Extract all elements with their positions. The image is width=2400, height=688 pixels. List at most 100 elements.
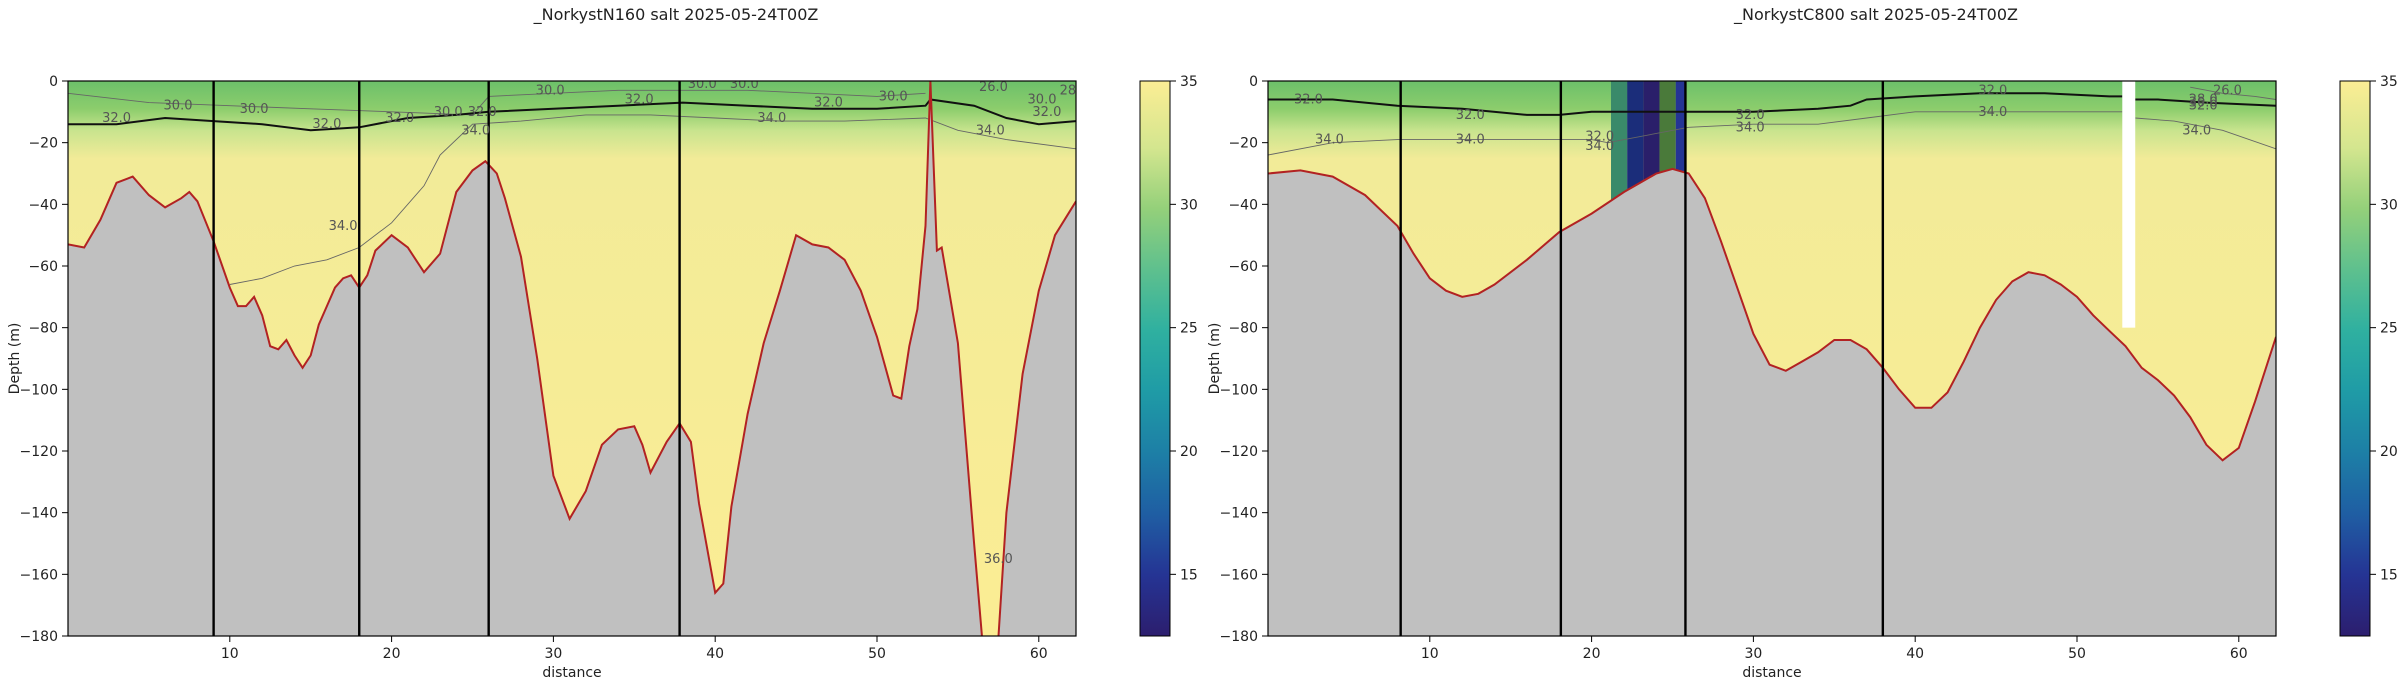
x-tick-label: 60 (1030, 646, 1048, 662)
y-tick-label: −120 (20, 444, 58, 460)
x-tick-label: 30 (544, 646, 562, 662)
y-tick-label: −80 (28, 321, 58, 337)
chart-title: _NorkystN160 salt 2025-05-24T00Z (533, 5, 819, 25)
chart-panel-1: 30.0 30.0 32.0 32.0 32.0 30.0 32.0 34.0 30.0 30.0… (7, 5, 1198, 681)
contour-label: 32.0 (2189, 99, 2218, 114)
colorbar-gradient (1139, 80, 1171, 637)
colorbar-tick-label: 35 (1180, 74, 1198, 90)
colorbar-tick-label: 30 (1180, 197, 1198, 213)
contour-label: 32.0 (468, 105, 497, 120)
contour-line-32 (2135, 98, 2276, 107)
contour-label: 32.0 (385, 111, 414, 126)
contour-line-34 (1268, 111, 2123, 156)
contour-label: 30.0 (879, 89, 908, 104)
y-axis-label: Depth (m) (1207, 323, 1223, 395)
contour-label: 34.0 (329, 219, 358, 234)
seafloor (68, 81, 1076, 636)
plot-area: 32.032.034.0 34.0 32.034.032.034.032.034.0… (1268, 81, 2276, 636)
x-tick-label: 20 (383, 646, 401, 662)
colorbar-tick-label: 35 (2380, 74, 2398, 90)
y-tick-label: −20 (28, 136, 58, 152)
contour-label: 32.0 (1978, 83, 2007, 98)
contour-line-30 (2190, 86, 2276, 100)
contour-label: 34.0 (1736, 120, 1765, 135)
plot-area: 30.0 30.0 32.0 32.0 32.0 30.0 32.0 34.0 30.0 30.0… (68, 77, 1077, 636)
y-tick-label: −60 (1228, 259, 1258, 275)
colorbar-gradient (2339, 80, 2371, 637)
y-tick-label: −100 (1220, 382, 1258, 398)
contour-label: 32.0 (1032, 105, 1061, 120)
y-tick-label: −40 (1228, 197, 1258, 213)
chart-panel-2: 32.032.034.0 34.0 32.034.032.034.032.034.0… (1207, 5, 2398, 681)
contour-label: 26.0 (979, 80, 1008, 95)
colorbar: 15 20 25 30 35 (1139, 74, 1198, 637)
y-tick-label: −140 (20, 506, 58, 522)
colorbar-tick-label: 15 (2380, 567, 2398, 583)
contour-label: 32.0 (102, 111, 131, 126)
x-tick-label: 20 (1583, 646, 1601, 662)
contour-label: 34.0 (1456, 133, 1485, 148)
contour-label: 30.0 (536, 83, 565, 98)
y-tick-label: −160 (20, 567, 58, 583)
seafloor-outline (68, 81, 1076, 636)
contour-label: 34.0 (2182, 123, 2211, 138)
contour-label: 34.0 (976, 123, 1005, 138)
colorbar-tick-label: 25 (2380, 321, 2398, 337)
x-tick-label: 10 (1421, 646, 1439, 662)
y-tick-label: −100 (20, 382, 58, 398)
contour-label: 26.0 (2213, 83, 2242, 98)
contour-label: 32.0 (1294, 93, 1323, 108)
contour-label: 32.0 (1456, 108, 1485, 123)
contour-label: 34.0 (1978, 105, 2007, 120)
contour-label: 30.0 (2189, 96, 2218, 111)
y-tick-label: 0 (49, 74, 58, 90)
x-axis-label: distance (1742, 665, 1801, 681)
y-tick-label: −80 (1228, 321, 1258, 337)
contour-label: 28.0 (2189, 93, 2218, 108)
colorbar-tick-label: 25 (1180, 321, 1198, 337)
plot-frame (1267, 80, 2277, 637)
contour-label: 30.0 (688, 77, 717, 92)
x-tick-label: 50 (2068, 646, 2086, 662)
contour-label: 30.0 (240, 102, 269, 117)
y-tick-label: −60 (28, 259, 58, 275)
contour-label: 28 (1060, 83, 1077, 98)
x-tick-label: 40 (1906, 646, 1924, 662)
seafloor-outline (1268, 167, 2276, 462)
contour-label: 34.0 (757, 111, 786, 126)
y-tick-label: −20 (1228, 136, 1258, 152)
x-tick-label: 40 (706, 646, 724, 662)
colorbar-tick-label: 30 (2380, 197, 2398, 213)
contour-label: 30.0 (730, 77, 759, 92)
x-axis-label: distance (542, 665, 601, 681)
y-tick-label: −180 (1220, 629, 1258, 645)
x-tick-label: 50 (868, 646, 886, 662)
contour-label: 32.0 (814, 96, 843, 111)
missing-data-gap (2122, 81, 2136, 328)
chart-title: _NorkystC800 salt 2025-05-24T00Z (1733, 5, 2018, 25)
contour-label: 34.0 (461, 123, 490, 138)
contour-line-34 (229, 114, 1076, 285)
colorbar-tick-label: 20 (1180, 444, 1198, 460)
contour-line-32 (68, 98, 1076, 132)
seafloor (1268, 168, 2276, 636)
x-tick-label: 10 (221, 646, 239, 662)
y-tick-label: −40 (28, 197, 58, 213)
y-tick-label: −160 (1220, 567, 1258, 583)
y-tick-label: −140 (1220, 506, 1258, 522)
colorbar-tick-label: 20 (2380, 444, 2398, 460)
y-axis-label: Depth (m) (7, 323, 23, 395)
y-tick-label: 0 (1249, 74, 1258, 90)
contour-label: 32.0 (312, 117, 341, 132)
contour-label: 34.0 (1585, 139, 1614, 154)
contour-label: 36.0 (984, 552, 1013, 567)
plot-frame (67, 80, 1077, 637)
x-tick-label: 60 (2230, 646, 2248, 662)
y-tick-label: −120 (1220, 444, 1258, 460)
contour-line-34 (2135, 117, 2276, 150)
contour-line-32 (1268, 92, 2123, 116)
colorbar: 15 20 25 30 35 (2339, 74, 2398, 637)
contour-label: 32.0 (1736, 108, 1765, 123)
y-tick-label: −180 (20, 629, 58, 645)
